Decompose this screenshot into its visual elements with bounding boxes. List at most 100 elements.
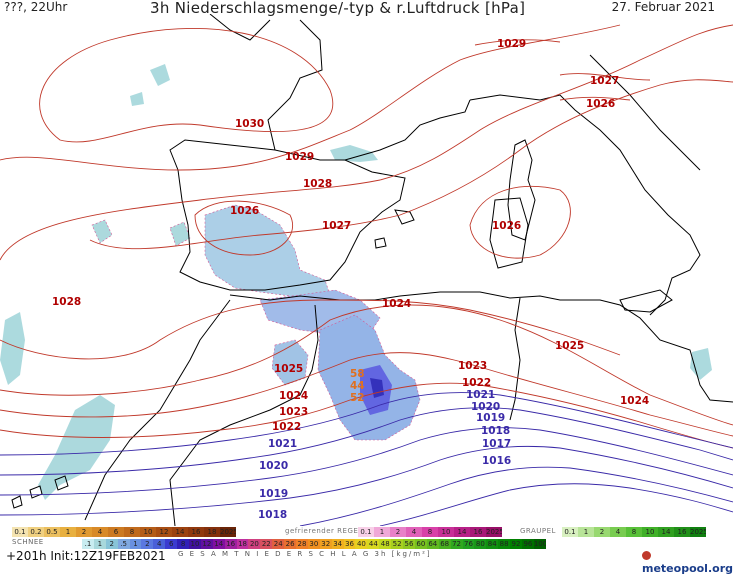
label-1018-east: 1018 [481,425,510,437]
isobar-1025 [0,299,621,360]
label-1027-ne: 1027 [590,75,619,87]
legend-swatch: 16 [674,527,690,537]
legend-swatch: 2 [141,539,154,549]
legend-swatch: 84 [486,539,499,549]
precip-area-atlantic [38,395,115,500]
isobar-1026-b [559,96,631,101]
isobar-1016 [379,483,733,526]
legend-swatch: 60 [414,539,427,549]
label-1026-ne: 1026 [586,98,615,110]
legend-swatch: 2 [390,527,406,537]
label-1026-iberia: 1026 [230,205,259,217]
legend-swatch: 2 [594,527,610,537]
legend-swatch: 20 [248,539,261,549]
isobar-1021 [0,392,733,456]
forecast-day-label: ???, 22Uhr [4,0,68,14]
legend-swatch: 2025+ [690,527,706,537]
precip-value-58: 58 [350,368,365,380]
coast-corsica [507,139,536,241]
legend-swatch: 0.1 [12,527,28,537]
label-1018-west: 1018 [258,509,287,521]
coast-sardinia [489,197,529,269]
legend-swatch: 24 [272,539,285,549]
isobar-1029-b [474,39,561,46]
legend-swatch: 44 [367,539,380,549]
legend-swatch: 18 [204,527,220,537]
label-1022-east: 1022 [462,377,491,389]
legend-swatch: 0.2 [28,527,44,537]
coast-balearics [374,209,415,249]
coast-atlantic-morocco [84,299,231,521]
isobar-1019 [0,427,733,496]
legend-swatch: 10 [189,539,201,549]
label-1027-center: 1027 [322,220,351,232]
label-1024-west: 1024 [279,390,308,402]
precip-area-italy [690,348,712,380]
legend-swatch: 16 [470,527,486,537]
legend-swatch: 32 [319,539,332,549]
label-1025-west: 1025 [274,363,303,375]
legend-swatch: 2 [105,539,118,549]
precip-area-pyrenees [330,145,378,162]
label-1023-east: 1023 [458,360,487,372]
isobar-1017 [299,466,733,526]
pressure-labels-high: 1029 1030 1029 1028 1027 1026 1026 1027 … [52,38,649,433]
precip-area-portugal [91,219,191,247]
label-1024-east: 1024 [620,395,649,407]
isobar-1030 [39,27,334,143]
legend-swatch: 12 [156,527,172,537]
legend-swatch: 10 [642,527,658,537]
isobar-1027 [89,79,733,250]
legend-swatch: 1 [93,539,106,549]
legend-swatch: 72 [450,539,463,549]
label-1029-ne: 1029 [497,38,526,50]
legend-swatch: 0.5 [44,527,60,537]
precip-value-44: 44 [350,380,365,392]
precip-value-52: 52 [350,392,365,404]
legend-swatch: 26 [284,539,297,549]
isobar-1020 [0,407,733,476]
legend-swatch: 8 [422,527,438,537]
legend-swatch: 14 [658,527,674,537]
legend-swatch: 0.1 [562,527,578,537]
label-1030: 1030 [235,118,264,130]
isobar-1023 [0,352,733,437]
isobar-1018 [0,445,733,516]
coast-sicily [619,289,673,313]
legend-swatch: 56 [403,539,415,549]
isobar-1022 [0,382,733,449]
precip-area-atlantic-west [0,312,25,385]
legend-swatch: 68 [438,539,451,549]
legend-swatch: 48 [379,539,392,549]
legend-swatch: 96 [521,539,534,549]
label-1020-west: 1020 [259,460,288,472]
precipitation-shading [0,64,712,500]
coast-uk [209,14,271,41]
label-1022-west: 1022 [272,421,301,433]
legend-swatch: 6 [108,527,124,537]
precip-core-dark [370,378,384,398]
legend-swatch: 14 [212,539,225,549]
legend-swatch: 28 [296,539,308,549]
total-precip-legend: .1 1 2.5 1 2 4 6 8 10 12 14 16 18 20 22 24 26 28 30 32 34 36 4… [82,539,546,549]
legend-swatch: 10 [140,527,156,537]
map-title: 3h Niederschlagsmenge/-typ & r.Luftdruck… [150,0,526,17]
legend-swatch: .5 [117,539,130,549]
legend-swatch: 4 [92,527,108,537]
pressure-labels-low: 1021 1020 1019 1018 1017 1016 1021 1020 … [258,389,511,521]
label-1017: 1017 [482,438,511,450]
border-algeria-tunisia [509,297,521,421]
label-1019-east: 1019 [476,412,505,424]
legend-swatch: 2025+ [220,527,236,537]
label-1019-west: 1019 [259,488,288,500]
total-precip-legend-title: G E S A M T N I E D E R S C H L A G 3h [… [178,550,432,558]
isobar-1029-a [0,24,621,171]
coastlines [11,14,733,526]
label-1028-west: 1028 [52,296,81,308]
brand-dot-icon [642,551,651,560]
legend-swatch: .1 [82,539,94,549]
legend-swatch: 18 [236,539,249,549]
legend-swatch: 1 [374,527,390,537]
